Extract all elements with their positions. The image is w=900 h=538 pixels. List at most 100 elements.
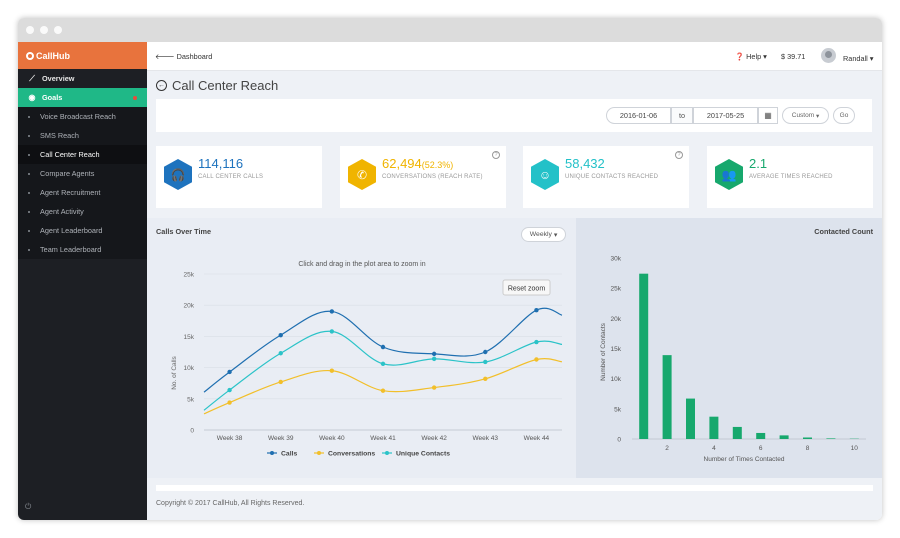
window-dot[interactable] bbox=[26, 26, 34, 34]
stat-number: 58,432 bbox=[565, 156, 605, 171]
sidebar-item-label: Compare Agents bbox=[40, 169, 95, 178]
data-point bbox=[483, 359, 488, 365]
caret-down-icon: ▾ bbox=[763, 52, 767, 61]
contacted-bar-chart[interactable]: Number of Times Contacted Number of Cont… bbox=[576, 218, 882, 478]
stat-value: 114,116 bbox=[198, 156, 243, 171]
to-label: to bbox=[671, 107, 693, 124]
start-date-input[interactable]: 2016-01-06 bbox=[606, 107, 671, 124]
data-point bbox=[431, 385, 437, 390]
sidebar-item-label: SMS Reach bbox=[40, 131, 79, 140]
sidebar-item-agent-activity[interactable]: Agent Activity bbox=[18, 202, 147, 221]
sidebar-item-sms-reach[interactable]: SMS Reach bbox=[18, 126, 147, 145]
sidebar-item-team-leaderboard[interactable]: Team Leaderboard bbox=[18, 240, 147, 259]
data-point bbox=[329, 329, 335, 334]
brand-logo[interactable]: CallHub bbox=[18, 42, 147, 69]
stat-card-conversations: ✆ 62,494(52.3%) CONVERSATIONS (REACH RAT… bbox=[340, 146, 506, 208]
target-icon: ◉ bbox=[28, 93, 36, 102]
bullet-icon bbox=[28, 115, 30, 118]
end-date-input[interactable]: 2017-05-25 bbox=[693, 107, 758, 124]
y-tick-label: 5k bbox=[614, 406, 622, 413]
back-label: Dashboard bbox=[176, 52, 213, 61]
bar bbox=[756, 432, 766, 439]
help-menu[interactable]: ❓ Help ▾ bbox=[735, 52, 767, 61]
back-circle-icon[interactable]: ← bbox=[156, 80, 167, 91]
sidebar-item-label: Call Center Reach bbox=[40, 150, 100, 159]
x-tick-label: 8 bbox=[806, 445, 810, 452]
page-title-text: Call Center Reach bbox=[172, 78, 279, 93]
user-menu[interactable]: Randall ▾ bbox=[843, 54, 873, 63]
sidebar-item-compare-agents[interactable]: Compare Agents bbox=[18, 164, 147, 183]
reset-zoom-label: Reset zoom bbox=[508, 286, 546, 293]
contacted-count-panel: Contacted Count Number of Times Contacte… bbox=[576, 218, 882, 478]
footer-strip bbox=[156, 485, 873, 491]
stat-label: CONVERSATIONS (REACH RATE) bbox=[382, 174, 483, 180]
legend-item: Conversations bbox=[314, 451, 375, 458]
data-point bbox=[380, 388, 386, 393]
user-icon: ☺ bbox=[531, 159, 559, 190]
bullet-icon bbox=[28, 248, 30, 251]
x-tick-label: Week 38 bbox=[217, 435, 243, 442]
go-button[interactable]: Go bbox=[833, 107, 855, 124]
sidebar-item-label: Voice Broadcast Reach bbox=[40, 112, 116, 121]
power-icon[interactable]: ⏻ bbox=[25, 502, 32, 511]
avatar[interactable] bbox=[821, 48, 836, 63]
y-tick-label: 30k bbox=[611, 256, 622, 263]
calendar-icon[interactable]: ▦ bbox=[758, 107, 778, 124]
caret-down-icon: ▾ bbox=[815, 112, 820, 120]
calls-line-chart[interactable]: Click and drag in the plot area to zoom … bbox=[147, 218, 576, 478]
panel-title: Calls Over Time bbox=[156, 227, 212, 236]
reset-zoom-button[interactable]: Reset zoom bbox=[502, 279, 551, 296]
sidebar-item-goals[interactable]: ◉ Goals bbox=[18, 88, 147, 107]
stat-value: 58,432 bbox=[565, 156, 605, 171]
window-titlebar bbox=[18, 18, 882, 42]
back-link[interactable]: 🡐 Dashboard bbox=[155, 52, 212, 61]
balance: $ 39.71 bbox=[781, 52, 806, 61]
sidebar-item-agent-leaderboard[interactable]: Agent Leaderboard bbox=[18, 221, 147, 240]
question-circle-icon[interactable]: ? bbox=[675, 151, 683, 159]
sidebar-item-label: Goals bbox=[42, 93, 63, 102]
phone-icon: ✆ bbox=[348, 159, 376, 190]
sidebar-item-voice-broadcast-reach[interactable]: Voice Broadcast Reach bbox=[18, 107, 147, 126]
bar bbox=[826, 438, 836, 439]
x-axis-title: Number of Times Contacted bbox=[704, 456, 785, 463]
sidebar-item-overview[interactable]: ⟋ Overview bbox=[18, 69, 147, 88]
stat-value: 2.1 bbox=[749, 156, 767, 171]
headset-icon: 🎧 bbox=[164, 159, 192, 190]
data-point bbox=[431, 356, 437, 362]
range-label: Custom bbox=[791, 112, 815, 119]
bar bbox=[639, 273, 649, 439]
window-dot[interactable] bbox=[40, 26, 48, 34]
data-point bbox=[227, 369, 232, 375]
data-point bbox=[380, 344, 386, 350]
stat-card-calls: 🎧 114,116 CALL CENTER CALLS bbox=[156, 146, 322, 208]
notification-dot bbox=[133, 95, 137, 100]
stat-number: 114,116 bbox=[198, 156, 244, 171]
sidebar-item-agent-recruitment[interactable]: Agent Recruitment bbox=[18, 183, 147, 202]
y-tick-label: 25k bbox=[611, 286, 622, 293]
callhub-logo-icon bbox=[26, 52, 34, 60]
sidebar-item-call-center-reach[interactable]: Call Center Reach bbox=[18, 145, 147, 164]
data-point bbox=[227, 400, 232, 405]
bullet-icon bbox=[28, 134, 30, 137]
interval-dropdown[interactable]: Weekly ▾ bbox=[521, 227, 566, 242]
data-point bbox=[534, 339, 539, 345]
range-dropdown[interactable]: Custom ▾ bbox=[782, 107, 829, 124]
x-tick-label: 10 bbox=[851, 445, 859, 452]
data-point bbox=[431, 351, 437, 357]
x-tick-label: Week 44 bbox=[524, 435, 550, 442]
stat-value: 62,494(52.3%) bbox=[382, 156, 453, 171]
x-tick-label: Week 43 bbox=[473, 435, 499, 442]
window-dot[interactable] bbox=[54, 26, 62, 34]
sidebar-item-label: Overview bbox=[42, 74, 75, 83]
question-circle-icon[interactable]: ? bbox=[492, 151, 500, 159]
arrow-left-icon: 🡐 bbox=[155, 52, 177, 61]
date-filter-bar: 2016-01-06 to 2017-05-25 ▦ Custom ▾ Go bbox=[156, 99, 872, 132]
y-tick-label: 0 bbox=[617, 437, 621, 444]
stat-card-average-times: 👥 2.1 AVERAGE TIMES REACHED bbox=[707, 146, 873, 208]
y-tick-label: 20k bbox=[611, 316, 622, 323]
legend-marker bbox=[385, 451, 389, 455]
x-tick-label: 4 bbox=[712, 445, 716, 452]
bullet-icon bbox=[28, 153, 30, 156]
bar bbox=[732, 426, 742, 439]
bullet-icon bbox=[28, 172, 30, 175]
